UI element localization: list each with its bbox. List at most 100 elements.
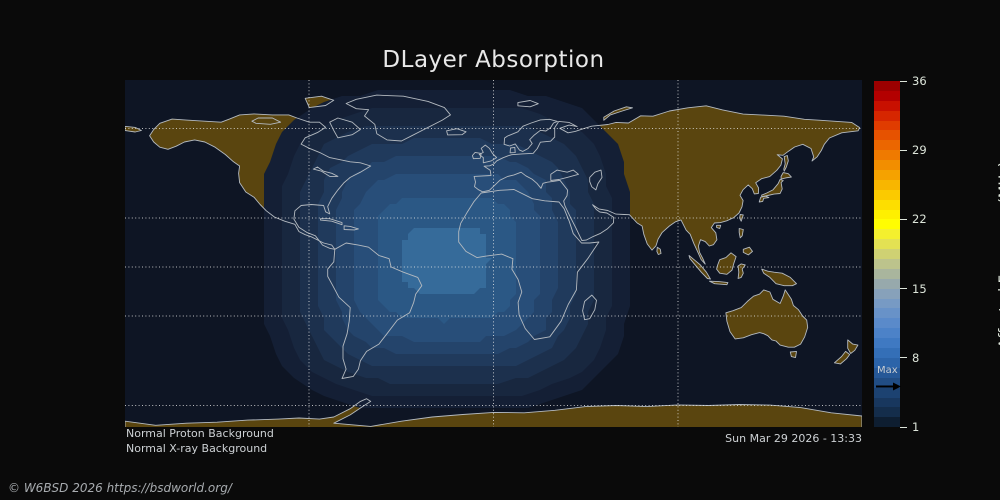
coast-kyushu: [758, 195, 770, 203]
coast-honshu: [761, 179, 784, 198]
colorbar-segment: [874, 140, 900, 151]
land-australia: [725, 289, 808, 348]
colorbar-segment: [874, 417, 900, 428]
colorbar-segment: [874, 90, 900, 101]
coast-new_guinea: [761, 268, 797, 287]
land-tasmania: [790, 351, 797, 358]
colorbar-tick: 22: [900, 212, 927, 226]
colorbar-segment: [874, 318, 900, 329]
tick-label: 36: [912, 74, 927, 88]
land-nz_north: [847, 339, 858, 354]
colorbar-segment: [874, 387, 900, 398]
tick-mark: [900, 426, 907, 428]
coast-taiwan: [739, 214, 744, 222]
coast-luzon: [738, 228, 744, 239]
graticule: [125, 80, 862, 427]
land-north_america: [149, 113, 371, 250]
colorbar-segment: [874, 81, 900, 91]
colorbar-segment: [874, 160, 900, 171]
coast-nz_north: [847, 339, 859, 354]
max-marker-arrow-icon: [876, 382, 901, 391]
land-honshu: [761, 179, 784, 197]
absorption-ring-8: [402, 228, 492, 294]
coast-cuba: [320, 218, 343, 226]
coast-madagascar: [582, 294, 597, 321]
tick-mark: [900, 80, 907, 82]
tick-label: 29: [912, 143, 927, 158]
land-novaya_zemlya: [603, 106, 633, 121]
coast-novaya_zemlya: [603, 106, 633, 121]
land-hokkaido: [781, 172, 792, 180]
coast-scandinavia: [503, 118, 558, 152]
colorbar-segment: [874, 229, 900, 240]
coast-denmark: [509, 146, 516, 154]
colorbar-segment: [874, 338, 900, 349]
colorbar-segment: [874, 278, 900, 289]
colorbar-segment: [874, 120, 900, 131]
coast-hispaniola: [343, 225, 359, 231]
coast-sumatra: [688, 255, 711, 280]
land-sulawesi: [738, 263, 746, 279]
colorbar-tick: 36: [900, 74, 927, 88]
coast-south_america: [327, 242, 423, 379]
colorbar-segment: [874, 150, 900, 161]
colorbar-ticks: 36 29 22 15 8 1: [900, 74, 960, 434]
coast-tasmania: [789, 350, 797, 359]
coast-eurasia: [473, 105, 861, 265]
tick-label: 8: [912, 350, 920, 365]
tick-label: 1: [912, 420, 920, 434]
colorbar-segment: [874, 367, 900, 378]
tick-mark: [900, 357, 907, 359]
coast-greenland: [345, 94, 451, 142]
land-new_guinea: [761, 269, 797, 286]
tick-mark: [900, 288, 907, 290]
outline-caspian_sea: [589, 169, 603, 191]
colorbar-segment: [874, 239, 900, 250]
colorbar-segment: [874, 110, 900, 121]
coast-africa: [458, 189, 600, 340]
timestamp: Sun Mar 29 2026 - 13:33: [725, 432, 862, 445]
coast-mindanao: [742, 246, 753, 256]
tick-mark: [900, 218, 907, 220]
colorbar-max-marker: Max: [875, 364, 905, 395]
colorbar-segment: [874, 179, 900, 190]
coast-sri_lanka: [656, 246, 662, 255]
xray-status: Normal X-ray Background: [126, 442, 268, 455]
colorbar-segment: [874, 170, 900, 180]
colorbar-segment: [874, 199, 900, 210]
colorbar-segment: [874, 348, 900, 358]
colorbar-tick: 15: [900, 282, 927, 296]
coast-hainan: [716, 224, 722, 229]
tick-label: 22: [912, 212, 927, 227]
colorbar-segment: [874, 357, 900, 368]
coast-java: [709, 280, 729, 286]
colorbar-segment: [874, 407, 900, 418]
absorption-contours: [264, 90, 630, 408]
land-luzon: [739, 228, 744, 238]
coast-hokkaido: [780, 172, 792, 180]
colorbar-segment: [874, 298, 900, 309]
outline-black_sea: [550, 169, 579, 181]
land-java: [709, 281, 728, 285]
colorbar-segment: [874, 259, 900, 269]
colorbar-tick: 29: [900, 143, 927, 157]
colorbar-segment: [874, 288, 900, 299]
coast-sakhalin: [783, 155, 789, 172]
colorbar-segment: [874, 249, 900, 260]
colorbar-segment: [874, 328, 900, 339]
colorbar-segment: [874, 308, 900, 319]
coast-victoria_island: [251, 117, 282, 125]
colorbar: [874, 81, 900, 428]
coast-nz_south: [833, 350, 851, 365]
land-chukotka_tip: [125, 126, 142, 132]
copyright: © W6BSD 2026 https://bsdworld.org/: [8, 481, 232, 495]
proton-status: Normal Proton Background: [126, 427, 274, 440]
colorbar-segment: [874, 100, 900, 111]
coast-baffin: [329, 117, 361, 139]
coast-ellesmere: [304, 95, 335, 109]
coastlines: [125, 94, 862, 427]
max-marker-label: Max: [877, 364, 898, 376]
coast-iceland: [446, 128, 467, 136]
colorbar-segment: [874, 268, 900, 279]
